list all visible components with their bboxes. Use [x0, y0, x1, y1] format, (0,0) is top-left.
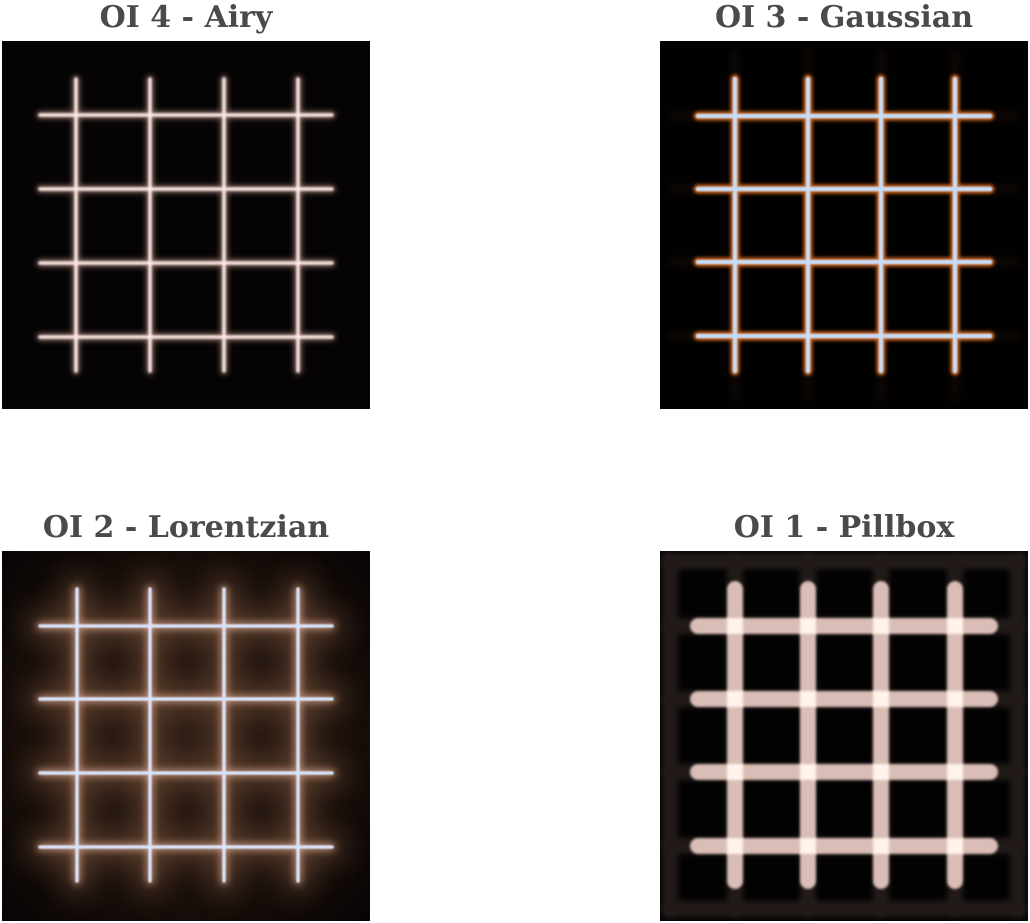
pillbox-intersection	[727, 691, 743, 707]
lorentzian-psf-image	[2, 551, 370, 921]
pillbox-intersection	[873, 691, 889, 707]
pillbox-intersection	[947, 764, 963, 780]
pillbox-intersection	[947, 618, 963, 634]
pillbox-intersection	[727, 838, 743, 854]
pillbox-intersection	[873, 618, 889, 634]
pillbox-intersection	[800, 764, 816, 780]
airy-psf-image	[2, 41, 370, 409]
panel-gaussian: OI 3 - Gaussian	[660, 0, 1028, 410]
panel-airy: OI 4 - Airy	[2, 0, 370, 410]
panel-pillbox: OI 1 - Pillbox	[660, 510, 1028, 922]
pillbox-intersection	[800, 691, 816, 707]
panel-lorentzian: OI 2 - Lorentzian	[2, 510, 370, 922]
panel-title: OI 3 - Gaussian	[714, 0, 974, 35]
panel-title: OI 4 - Airy	[99, 0, 273, 35]
pillbox-intersection	[727, 618, 743, 634]
pillbox-intersection	[727, 764, 743, 780]
pillbox-intersection	[873, 764, 889, 780]
pillbox-intersection	[873, 838, 889, 854]
gaussian-psf-image	[660, 41, 1028, 409]
pillbox-intersection	[800, 618, 816, 634]
pillbox-intersection	[800, 838, 816, 854]
panel-title: OI 1 - Pillbox	[733, 510, 955, 545]
pillbox-intersection	[947, 838, 963, 854]
panel-title: OI 2 - Lorentzian	[42, 510, 330, 545]
pillbox-intersection	[947, 691, 963, 707]
pillbox-psf-image	[660, 551, 1028, 921]
